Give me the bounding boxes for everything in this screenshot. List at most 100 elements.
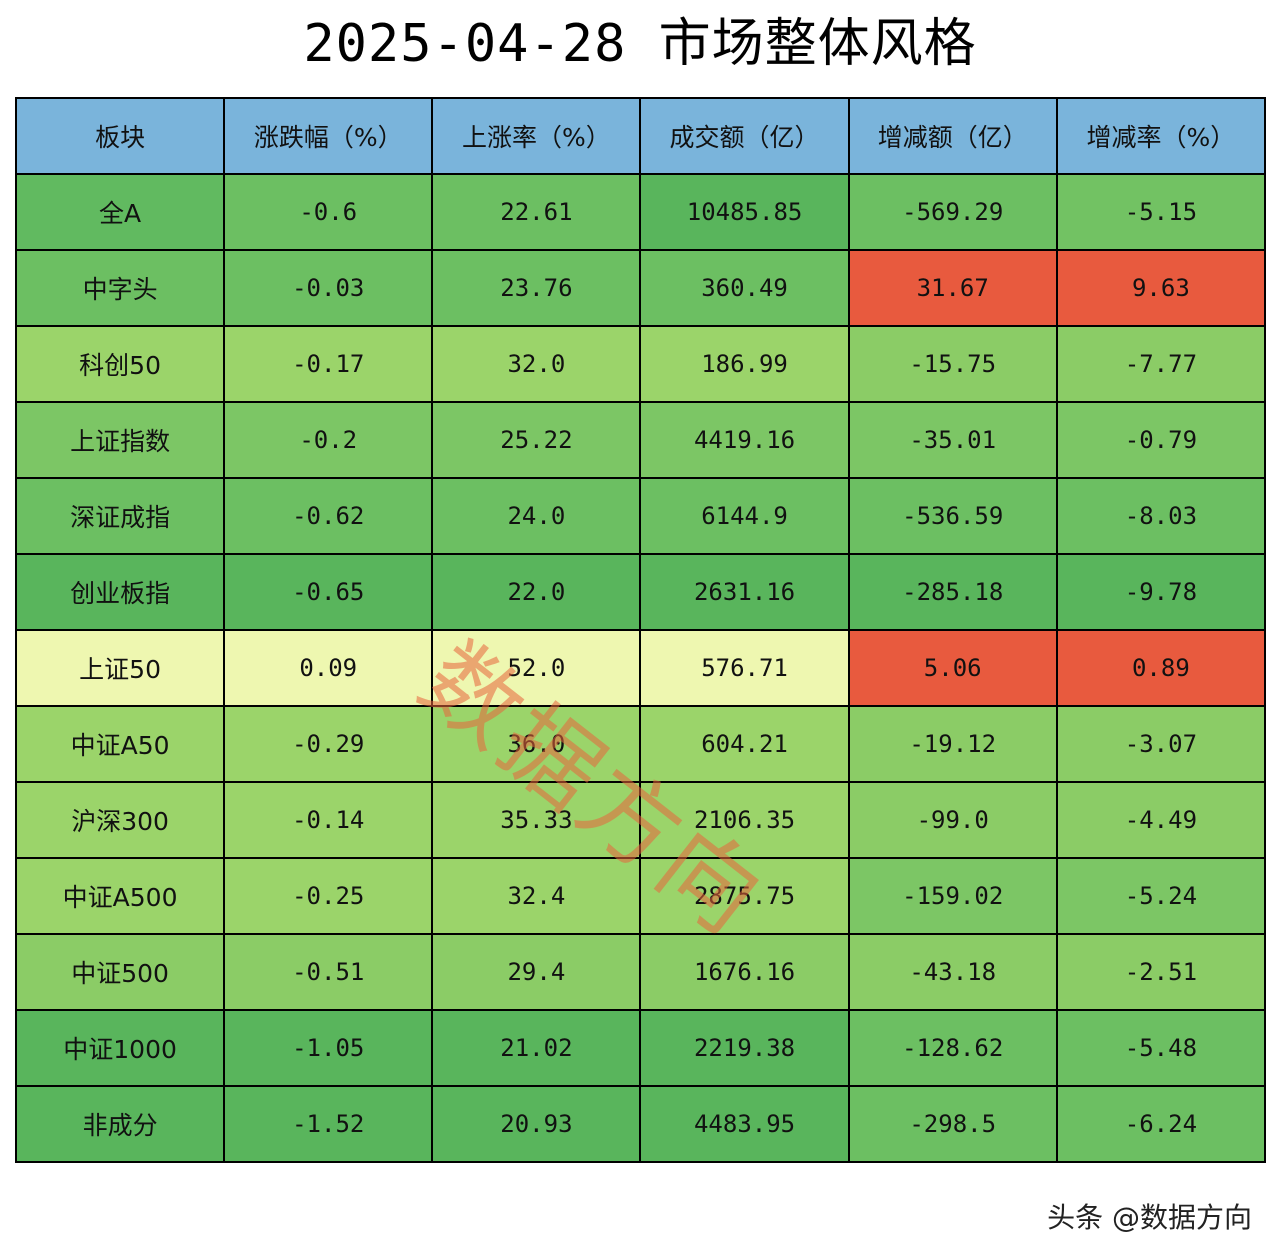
data-cell: 52.0 <box>431 629 642 707</box>
row-label-cell: 中证A500 <box>14 857 226 935</box>
data-cell: -0.29 <box>223 705 434 783</box>
data-cell: -0.65 <box>223 553 434 631</box>
page-title: 2025-04-28 市场整体风格 <box>303 14 977 74</box>
header-cell-turnover-change-rate: 增减率（%） <box>1055 97 1267 175</box>
row-label-cell: 创业板指 <box>14 553 226 631</box>
data-cell: 2219.38 <box>639 1009 850 1087</box>
data-cell: 5.06 <box>847 629 1058 707</box>
data-cell: 31.67 <box>847 249 1058 327</box>
row-label-cell: 中证A50 <box>14 705 226 783</box>
data-cell: 32.0 <box>431 325 642 403</box>
data-cell: -569.29 <box>847 173 1058 251</box>
data-cell: -9.78 <box>1055 553 1267 631</box>
data-cell: 0.89 <box>1055 629 1267 707</box>
data-cell: 360.49 <box>639 249 850 327</box>
data-cell: -5.48 <box>1055 1009 1267 1087</box>
table-row: 中证500 -0.51 29.4 1676.16 -43.18 -2.51 <box>14 933 1267 1011</box>
data-cell: -0.62 <box>223 477 434 555</box>
data-cell: 32.4 <box>431 857 642 935</box>
data-cell: -35.01 <box>847 401 1058 479</box>
data-cell: 22.61 <box>431 173 642 251</box>
data-cell: 6144.9 <box>639 477 850 555</box>
data-cell: 4483.95 <box>639 1085 850 1163</box>
row-label-cell: 中字头 <box>14 249 226 327</box>
header-cell-turnover: 成交额（亿） <box>639 97 850 175</box>
data-cell: 22.0 <box>431 553 642 631</box>
header-cell-sector: 板块 <box>14 97 226 175</box>
table-row: 深证成指 -0.62 24.0 6144.9 -536.59 -8.03 <box>14 477 1267 555</box>
data-cell: -0.79 <box>1055 401 1267 479</box>
row-label-cell: 沪深300 <box>14 781 226 859</box>
data-cell: 9.63 <box>1055 249 1267 327</box>
data-cell: -0.25 <box>223 857 434 935</box>
table-row: 中证A500 -0.25 32.4 2875.75 -159.02 -5.24 <box>14 857 1267 935</box>
data-cell: -0.03 <box>223 249 434 327</box>
row-label-cell: 全A <box>14 173 226 251</box>
data-cell: -298.5 <box>847 1085 1058 1163</box>
data-cell: -0.6 <box>223 173 434 251</box>
data-cell: -0.14 <box>223 781 434 859</box>
data-cell: -285.18 <box>847 553 1058 631</box>
market-style-table: 板块 涨跌幅（%） 上涨率（%） 成交额（亿） 增减额（亿） 增减率（%） 全A… <box>14 97 1267 1163</box>
table-header: 板块 涨跌幅（%） 上涨率（%） 成交额（亿） 增减额（亿） 增减率（%） <box>14 97 1267 175</box>
data-cell: 2106.35 <box>639 781 850 859</box>
table-row: 科创50 -0.17 32.0 186.99 -15.75 -7.77 <box>14 325 1267 403</box>
data-cell: -4.49 <box>1055 781 1267 859</box>
data-cell: -19.12 <box>847 705 1058 783</box>
data-cell: -128.62 <box>847 1009 1058 1087</box>
data-cell: 576.71 <box>639 629 850 707</box>
data-cell: -536.59 <box>847 477 1058 555</box>
row-label-cell: 中证1000 <box>14 1009 226 1087</box>
data-cell: -15.75 <box>847 325 1058 403</box>
data-cell: 604.21 <box>639 705 850 783</box>
row-label-cell: 上证指数 <box>14 401 226 479</box>
table-row: 沪深300 -0.14 35.33 2106.35 -99.0 -4.49 <box>14 781 1267 859</box>
data-cell: -8.03 <box>1055 477 1267 555</box>
source-credit: 头条 @数据方向 <box>1047 1201 1252 1234</box>
header-cell-change-pct: 涨跌幅（%） <box>223 97 434 175</box>
table-row: 中字头 -0.03 23.76 360.49 31.67 9.63 <box>14 249 1267 327</box>
data-cell: 2875.75 <box>639 857 850 935</box>
data-cell: 10485.85 <box>639 173 850 251</box>
table-row: 中证A50 -0.29 36.0 604.21 -19.12 -3.07 <box>14 705 1267 783</box>
table-row: 中证1000 -1.05 21.02 2219.38 -128.62 -5.48 <box>14 1009 1267 1087</box>
table-row: 非成分 -1.52 20.93 4483.95 -298.5 -6.24 <box>14 1085 1267 1163</box>
data-cell: -3.07 <box>1055 705 1267 783</box>
row-label-cell: 深证成指 <box>14 477 226 555</box>
data-cell: -2.51 <box>1055 933 1267 1011</box>
data-cell: 29.4 <box>431 933 642 1011</box>
table-row: 创业板指 -0.65 22.0 2631.16 -285.18 -9.78 <box>14 553 1267 631</box>
row-label-cell: 非成分 <box>14 1085 226 1163</box>
data-cell: 36.0 <box>431 705 642 783</box>
data-cell: -99.0 <box>847 781 1058 859</box>
data-cell: -5.24 <box>1055 857 1267 935</box>
data-cell: -1.52 <box>223 1085 434 1163</box>
header-cell-turnover-change: 增减额（亿） <box>847 97 1058 175</box>
data-cell: 2631.16 <box>639 553 850 631</box>
data-cell: 23.76 <box>431 249 642 327</box>
table-body: 全A -0.6 22.61 10485.85 -569.29 -5.15 中字头 -0.03 2… <box>14 173 1267 1163</box>
data-cell: 24.0 <box>431 477 642 555</box>
row-label-cell: 上证50 <box>14 629 226 707</box>
table-row: 上证50 0.09 52.0 576.71 5.06 0.89 <box>14 629 1267 707</box>
data-cell: -5.15 <box>1055 173 1267 251</box>
table-row: 全A -0.6 22.61 10485.85 -569.29 -5.15 <box>14 173 1267 251</box>
data-cell: 186.99 <box>639 325 850 403</box>
data-cell: 0.09 <box>223 629 434 707</box>
row-label-cell: 科创50 <box>14 325 226 403</box>
header-cell-rise-rate: 上涨率（%） <box>431 97 642 175</box>
data-cell: -0.51 <box>223 933 434 1011</box>
table-row: 上证指数 -0.2 25.22 4419.16 -35.01 -0.79 <box>14 401 1267 479</box>
data-cell: 25.22 <box>431 401 642 479</box>
data-cell: -0.2 <box>223 401 434 479</box>
data-cell: -6.24 <box>1055 1085 1267 1163</box>
data-cell: 21.02 <box>431 1009 642 1087</box>
data-cell: 20.93 <box>431 1085 642 1163</box>
data-cell: -0.17 <box>223 325 434 403</box>
data-cell: 1676.16 <box>639 933 850 1011</box>
row-label-cell: 中证500 <box>14 933 226 1011</box>
header-row: 板块 涨跌幅（%） 上涨率（%） 成交额（亿） 增减额（亿） 增减率（%） <box>14 97 1267 175</box>
data-cell: -43.18 <box>847 933 1058 1011</box>
data-cell: 35.33 <box>431 781 642 859</box>
data-cell: 4419.16 <box>639 401 850 479</box>
